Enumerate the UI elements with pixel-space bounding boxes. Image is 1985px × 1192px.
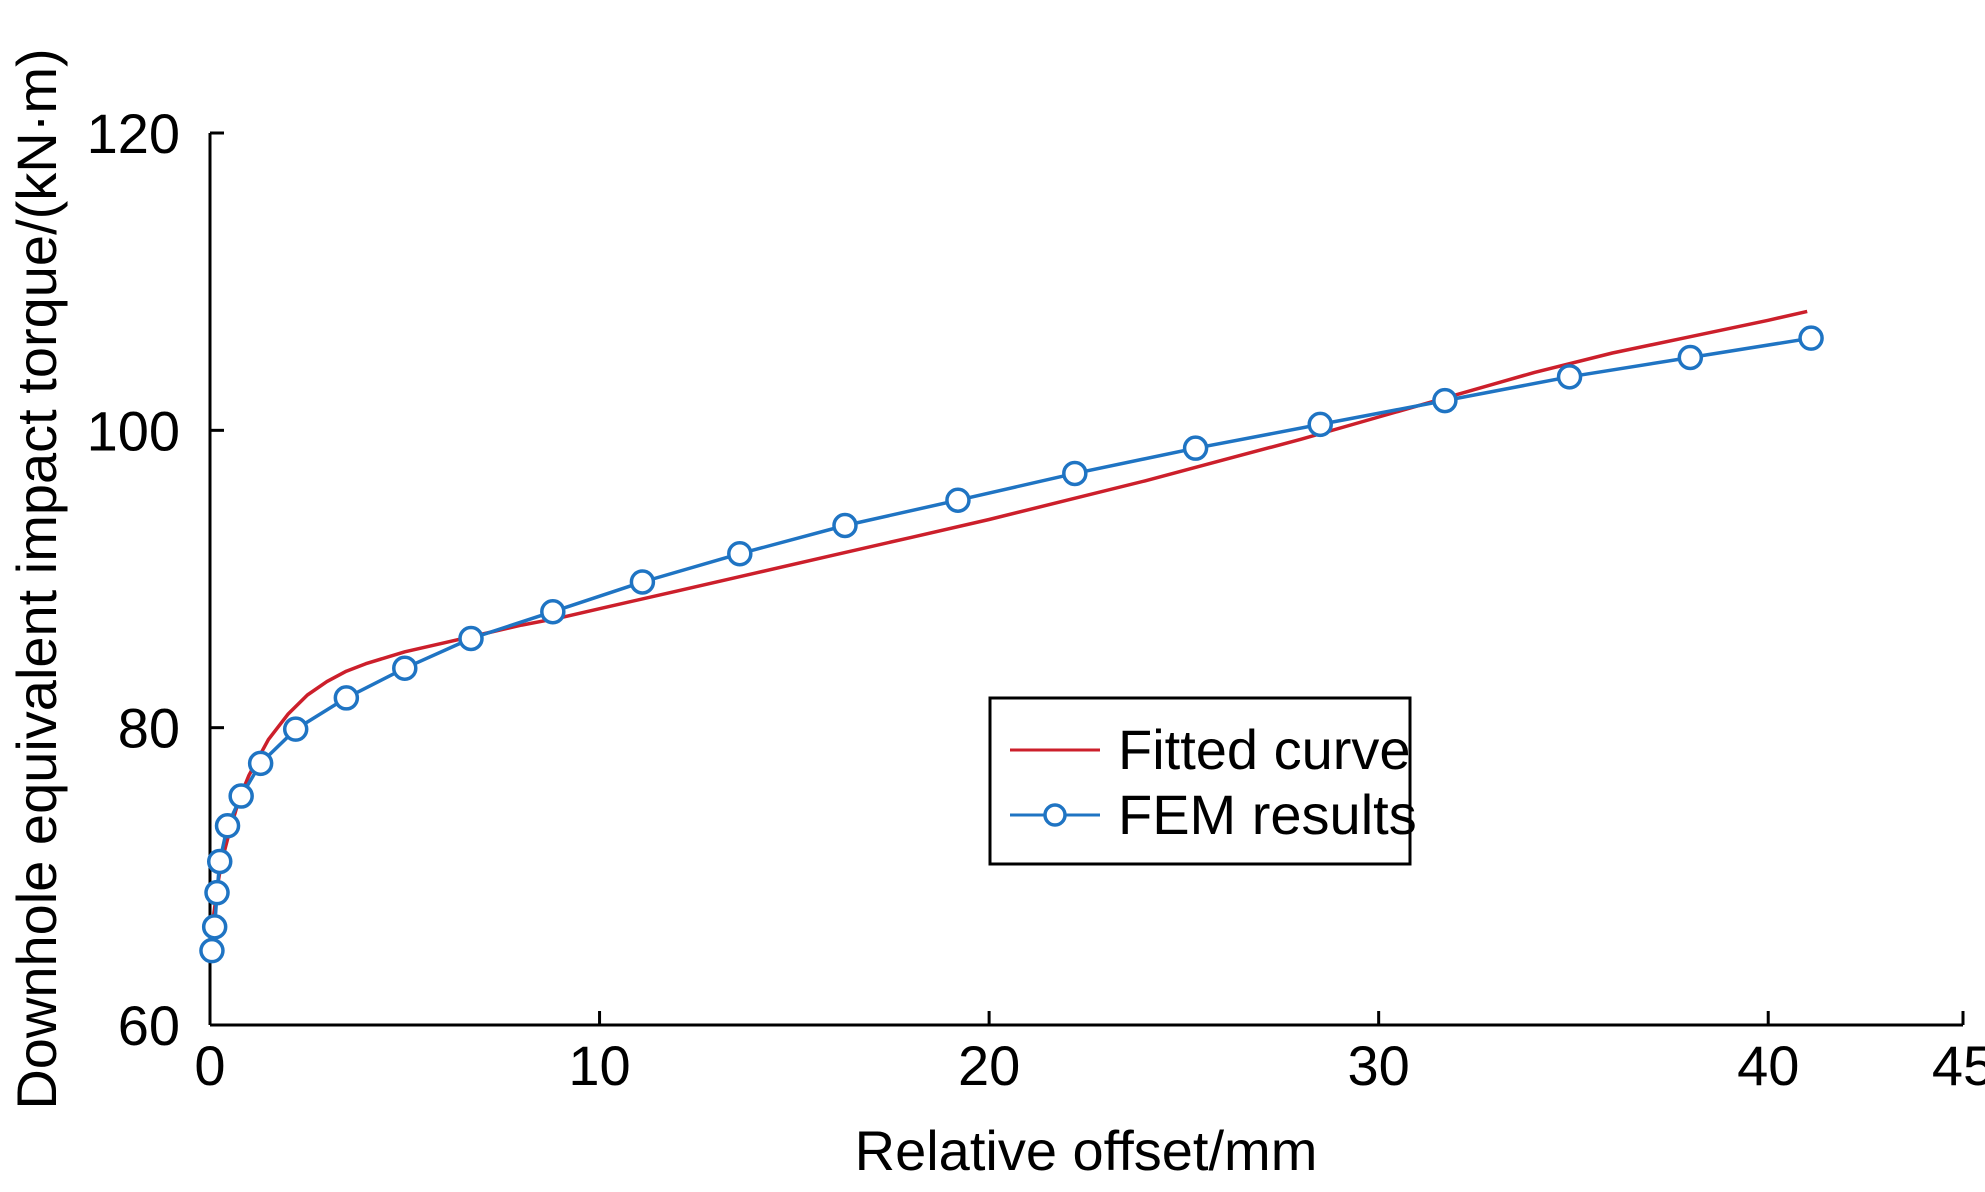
ticks: 0 10 20 30 40 45 60 80 100 120	[87, 102, 1985, 1097]
x-tick-label: 45	[1932, 1034, 1985, 1097]
legend-marker-fem-results	[1043, 803, 1067, 827]
data-point-fem-results	[1432, 387, 1458, 414]
x-tick-label: 0	[194, 1034, 225, 1097]
data-point-fem-results	[201, 914, 228, 940]
y-tick-label: 100	[87, 399, 180, 462]
data-point-fem-results	[247, 750, 274, 777]
data-point-fem-results	[945, 487, 971, 513]
y-tick-label: 120	[87, 102, 180, 165]
x-tick-label: 30	[1348, 1034, 1410, 1097]
x-tick-label: 40	[1737, 1034, 1799, 1097]
data-point-fem-results	[228, 783, 254, 809]
x-tick-label: 10	[568, 1034, 630, 1097]
legend-label-fitted-curve: Fitted curve	[1118, 718, 1411, 781]
data-point-fem-results	[458, 625, 484, 652]
series-layer	[199, 309, 1824, 964]
data-point-fem-results	[1307, 411, 1333, 438]
data-point-fem-results	[832, 512, 858, 539]
data-point-fem-results	[282, 716, 309, 742]
data-point-fem-results	[1182, 435, 1209, 461]
data-point-fem-results	[204, 879, 230, 906]
data-point-fem-results	[214, 813, 241, 839]
axes	[208, 133, 1963, 1027]
legend: Fitted curve FEM results	[988, 696, 1417, 866]
data-point-fem-results	[727, 540, 753, 567]
data-point-fem-results	[1677, 344, 1704, 371]
x-axis-title: Relative offset/mm	[855, 1119, 1318, 1182]
data-point-fem-results	[540, 598, 566, 625]
data-point-fem-results	[392, 655, 418, 681]
x-tick-label: 20	[958, 1034, 1020, 1097]
data-point-fem-results	[333, 685, 360, 711]
y-tick-label: 80	[118, 697, 180, 760]
legend-box	[988, 696, 1412, 866]
data-point-fem-results	[206, 848, 233, 875]
data-point-fem-results	[629, 569, 656, 595]
y-tick-label: 60	[118, 994, 180, 1057]
data-point-fem-results	[199, 937, 225, 964]
data-point-fem-results	[1062, 460, 1088, 487]
data-point-fem-results	[1556, 364, 1583, 390]
legend-label-fem-results: FEM results	[1118, 783, 1417, 846]
data-point-fem-results	[1798, 325, 1824, 351]
y-axis-title: Downhole equivalent impact torque/(kN·m)	[5, 48, 68, 1109]
